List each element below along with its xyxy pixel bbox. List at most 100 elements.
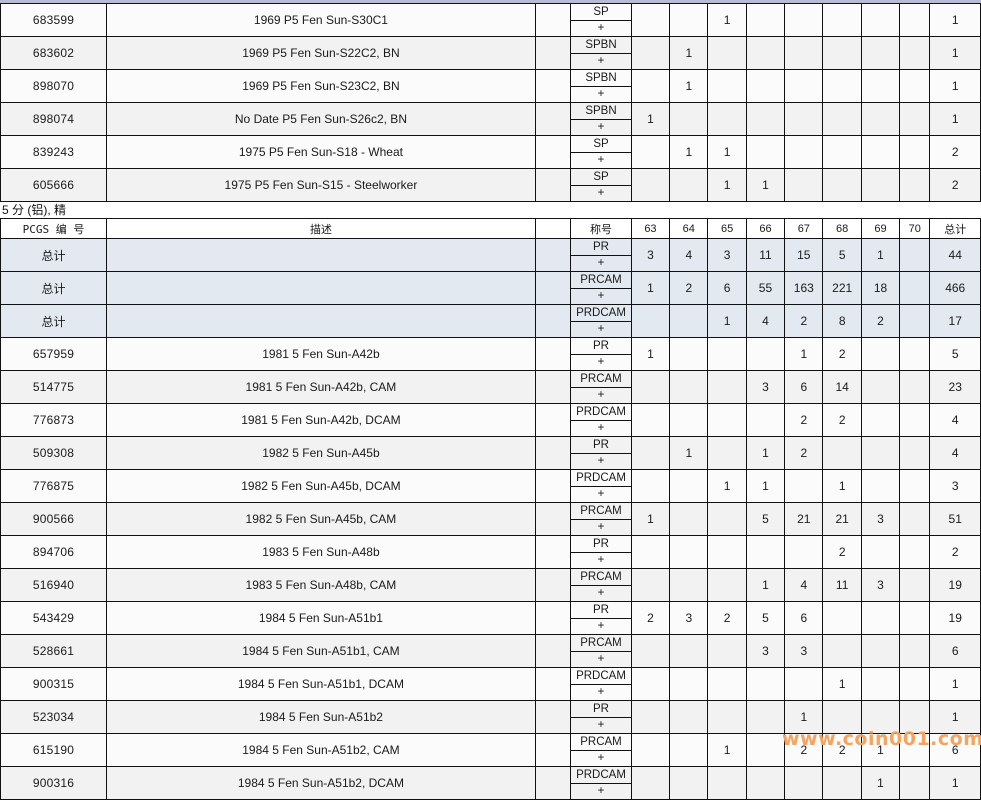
spacer-cell [534, 436, 572, 470]
grade-64-cell [669, 502, 709, 536]
grade-68-cell-text: 221 [832, 281, 853, 295]
total-count-cell-text: 1 [951, 79, 959, 93]
grade-68-cell [822, 634, 862, 668]
grade-68-cell [822, 3, 862, 37]
header-63[interactable]: 63 [630, 218, 671, 239]
pcgs-number-link[interactable]: 514775 [0, 370, 107, 404]
grade-66-cell [745, 766, 786, 800]
grade-65-cell: 1 [707, 469, 747, 503]
description-cell: 1982 5 Fen Sun-A45b, DCAM [105, 469, 536, 503]
description-cell: 1975 P5 Fen Sun-S15 - Steelworker [105, 168, 536, 202]
pcgs-number-link[interactable]: 509308 [0, 436, 107, 470]
total-count-cell: 1 [929, 766, 981, 800]
pcgs-number-link[interactable]: 900566 [0, 502, 107, 536]
header-64[interactable]: 64 [669, 218, 709, 239]
pcgs-number-link[interactable]: 543429 [0, 601, 107, 635]
grade-64-cell [669, 3, 709, 37]
grade-65-cell-text: 1 [723, 743, 731, 757]
pcgs-number-link[interactable]: 898070 [0, 69, 107, 103]
total-count-cell: 23 [929, 370, 981, 404]
header-description[interactable]: 描述 [105, 218, 536, 239]
designation-cell: PRDCAM + [570, 304, 632, 338]
total-count-cell: 19 [929, 568, 981, 602]
grade-65-cell [707, 502, 747, 536]
grade-67-cell: 21 [784, 502, 824, 536]
pcgs-number-link-text: 900566 [32, 512, 75, 526]
grade-63-cell: 1 [630, 102, 671, 136]
grade-67-cell-text: 163 [793, 281, 814, 295]
pcgs-number-link[interactable]: 900315 [0, 667, 107, 701]
header-66[interactable]: 66 [745, 218, 786, 239]
pcgs-number-link[interactable]: 683602 [0, 36, 107, 70]
pcgs-number-link[interactable]: 523034 [0, 700, 107, 734]
header-designation[interactable]: 称号 [570, 218, 632, 239]
pcgs-number-link-text: 898074 [32, 112, 75, 126]
grade-65-cell: 2 [707, 601, 747, 635]
pcgs-number-link[interactable]: 615190 [0, 733, 107, 767]
total-count-cell-text: 4 [951, 446, 959, 460]
grade-63-cell [630, 436, 671, 470]
grade-63-cell [630, 766, 671, 800]
pcgs-number-link-text: 657959 [32, 347, 75, 361]
header-68[interactable]: 68 [822, 218, 862, 239]
grade-70-cell [899, 502, 931, 536]
table-row: 509308 1982 5 Fen Sun-A45b PR +1 1 2 4 [0, 436, 981, 470]
pcgs-number-link[interactable]: 683599 [0, 3, 107, 37]
grade-68-cell-text: 5 [838, 248, 846, 262]
designation-plus: + [597, 121, 605, 133]
pcgs-number-link[interactable]: 839243 [0, 135, 107, 169]
header-69-text: 69 [874, 222, 887, 235]
header-67[interactable]: 67 [784, 218, 824, 239]
designation-plus: + [597, 521, 605, 533]
total-count-cell: 1 [929, 667, 981, 701]
header-65[interactable]: 65 [707, 218, 747, 239]
pcgs-number-link[interactable]: 898074 [0, 102, 107, 136]
pcgs-number-link[interactable]: 900316 [0, 766, 107, 800]
designation-label: PRCAM [571, 273, 631, 289]
grade-68-cell [822, 436, 862, 470]
designation-plus: + [597, 785, 605, 797]
total-row: 总计 PRCAM +1 2 6 55 163 221 18 466 [0, 271, 981, 305]
grade-65-cell: 3 [707, 238, 747, 272]
grade-65-cell-text: 1 [723, 314, 731, 328]
designation-plus: + [597, 88, 605, 100]
header-70[interactable]: 70 [899, 218, 931, 239]
designation-label: PRDCAM [571, 405, 631, 421]
pcgs-number-link-text: 900316 [32, 776, 75, 790]
pcgs-number-link[interactable]: 894706 [0, 535, 107, 569]
grade-70-cell [899, 370, 931, 404]
total-count-cell-text: 19 [948, 611, 962, 625]
grade-64-cell: 1 [669, 69, 709, 103]
grade-68-cell [822, 766, 862, 800]
grade-63-cell: 1 [630, 271, 671, 305]
designation-plus: + [597, 187, 605, 199]
header-total[interactable]: 总计 [929, 218, 981, 239]
pcgs-number-link[interactable]: 776875 [0, 469, 107, 503]
designation-cell: PR + [570, 337, 632, 371]
spacer-cell [534, 568, 572, 602]
designation-label: PRCAM [571, 636, 631, 652]
grade-68-cell-text: 2 [838, 545, 846, 559]
description-cell: 1984 5 Fen Sun-A51b2, CAM [105, 733, 536, 767]
header-spacer[interactable] [534, 218, 572, 239]
grade-69-cell [860, 102, 901, 136]
designation-plus: + [597, 323, 605, 335]
grade-65-cell-text: 6 [723, 281, 731, 295]
grade-63-cell-text: 3 [647, 248, 654, 262]
grade-64-cell: 2 [669, 271, 709, 305]
designation-label: PR [571, 339, 631, 355]
pcgs-number-link[interactable]: 776873 [0, 403, 107, 437]
total-count-cell: 6 [929, 733, 981, 767]
pcgs-number-link[interactable]: 528661 [0, 634, 107, 668]
pcgs-number-link[interactable]: 657959 [0, 337, 107, 371]
grade-65-cell-text: 3 [723, 248, 731, 262]
total-count-cell-text: 2 [951, 145, 959, 159]
grade-66-cell [745, 667, 786, 701]
header-69[interactable]: 69 [860, 218, 901, 239]
grade-63-cell [630, 3, 671, 37]
description-cell: 1969 P5 Fen Sun-S22C2, BN [105, 36, 536, 70]
grade-64-cell [669, 667, 709, 701]
header-pcgs[interactable]: PCGS 编 号 [0, 218, 107, 239]
pcgs-number-link[interactable]: 605666 [0, 168, 107, 202]
pcgs-number-link[interactable]: 516940 [0, 568, 107, 602]
